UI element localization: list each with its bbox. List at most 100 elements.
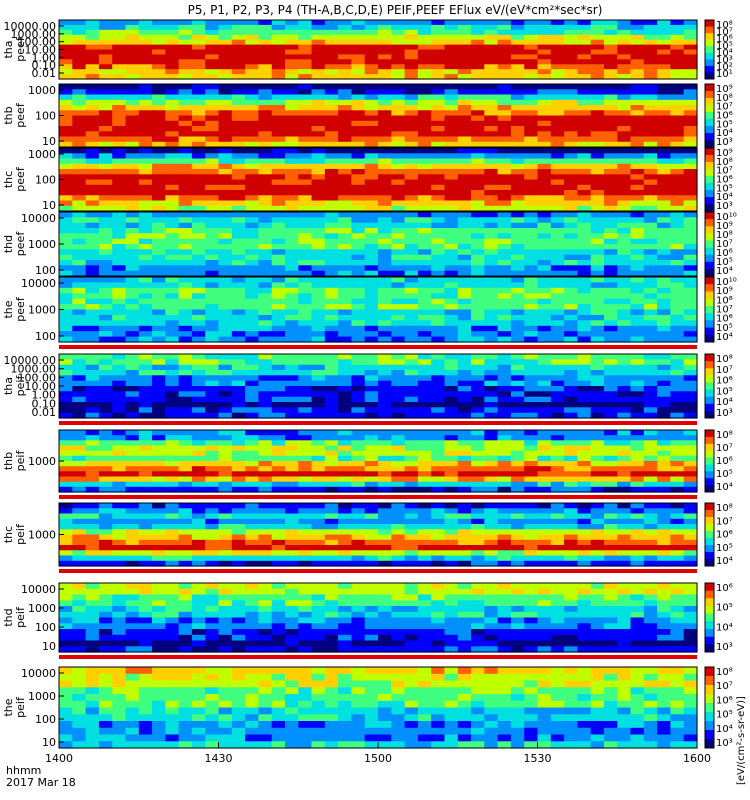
colorbar-tick-label: 10³ [716, 738, 733, 749]
y-tick-label: 10000 [21, 277, 56, 290]
colorbar-tick-label: 10⁴ [716, 266, 733, 277]
y-tick-label: 100 [35, 264, 56, 277]
y-tick-label: 1000 [28, 304, 56, 317]
y-tick-label: 100 [35, 621, 56, 634]
y-tick-label: 10.00 [25, 380, 57, 393]
colorbar-tick-label: 10⁶ [716, 376, 733, 387]
y-tick-label: 0.10 [32, 397, 57, 410]
panel-thc-peif: thc peif 1000 10⁸ 10⁷ 10⁶ 10⁵ 10⁴ [2, 502, 733, 573]
colorbar-tick-label: 10⁵ [716, 41, 733, 52]
colorbar-tick-label: 10⁸ [716, 667, 733, 678]
colorbar-unit-label: [eV/(cm²-s-sr-eV)] [736, 696, 747, 785]
spectrogram-cells [59, 148, 698, 212]
colorbar-tick-label: 10² [716, 62, 733, 73]
colorbar-tick-label: 10³ [716, 137, 733, 148]
colorbar-tick-label: 10⁴ [716, 332, 733, 343]
colorbar-tick-label: 10⁹ [716, 221, 733, 232]
spectrogram-cells [59, 354, 698, 419]
panel-frame [58, 582, 698, 653]
spectrogram-cells [59, 20, 698, 80]
y-tick-label: 10 [42, 199, 56, 212]
colorbar: 10⁶ 10⁵ 10⁴ 10³ [704, 582, 733, 653]
colorbar-tick-label: 10⁶ [716, 530, 733, 541]
x-tick-label: 1500 [364, 752, 392, 765]
y-tick-label: 1000.00 [11, 28, 57, 41]
y-tick-label: 1000 [28, 602, 56, 615]
colorbar-tick-label: 10⁶ [716, 314, 733, 325]
spectrogram-cells [59, 667, 698, 749]
colorbar-tick-label: 10⁶ [716, 695, 733, 706]
colorbar-tick-label: 10⁶ [716, 175, 733, 186]
panel-probe-label: the [2, 698, 15, 716]
panel-probe-label: thb [2, 452, 15, 470]
colorbar-tick-label: 10⁵ [716, 183, 733, 194]
y-tick-label: 100.00 [18, 36, 57, 49]
colorbar-tick-label: 10¹⁰ [716, 277, 737, 288]
panel-probe-label: tha [2, 377, 15, 395]
colorbar-tick-label: 10⁵ [716, 543, 733, 554]
y-tick-label: 1000 [28, 84, 56, 97]
colorbar-tick-label: 10⁶ [716, 583, 733, 594]
colorbar-tick-label: 10¹ [716, 69, 733, 80]
y-tick-label: 1000.00 [11, 363, 57, 376]
colorbar-tick-label: 10⁵ [716, 386, 733, 397]
colorbar-tick-label: 10⁹ [716, 148, 733, 159]
panel-product-label: peif [14, 375, 27, 397]
colorbar-tick-label: 10¹⁰ [716, 212, 737, 223]
colorbar-tick-label: 10⁷ [716, 166, 733, 177]
y-tick-label: 1.00 [32, 389, 57, 402]
colorbar-tick-label: 10⁴ [716, 192, 733, 203]
spectrogram-cells [59, 583, 698, 653]
colorbar-tick-label: 10⁷ [716, 239, 733, 250]
y-tick-label: 10000.00 [4, 20, 57, 33]
colorbar-tick-label: 10⁴ [716, 622, 733, 633]
panel-the-peif: the peif 10000 1000 100 10 10⁸ 10⁷ 10⁶ 10⁵ 10⁴ 10³ [2, 666, 733, 749]
colorbar-tick-label: 10⁸ [716, 93, 733, 104]
spectrogram-cells [59, 212, 698, 277]
panel-gap-strip [59, 495, 697, 499]
y-tick-label: 1000 [28, 455, 56, 468]
time-axis: 1400 1430 1500 1530 1600 [45, 742, 711, 765]
colorbar-tick-label: 10⁵ [716, 119, 733, 130]
spectrogram-cells [59, 503, 698, 567]
y-tick-label: 10 [42, 736, 56, 749]
colorbar-tick-label: 10⁵ [716, 710, 733, 721]
colorbar-tick-label: 10⁸ [716, 20, 733, 31]
colorbar-tick-label: 10³ [716, 201, 733, 212]
spectrogram-cells [59, 277, 698, 343]
panel-probe-label: thd [2, 608, 15, 626]
panel-product-label: peef [14, 296, 27, 322]
colorbar-tick-label: 10⁴ [716, 556, 733, 567]
panel-probe-label: tha [2, 40, 15, 58]
y-tick-label: 1000 [28, 690, 56, 703]
time-axis-label: hhmm [6, 764, 41, 777]
spectrogram-cells [59, 84, 698, 148]
colorbar-tick-label: 10⁷ [716, 305, 733, 316]
panel-gap-strip [59, 345, 697, 349]
panel-stack: tha peef10000.001000.00100.0010.001.000.1… [2, 19, 737, 749]
colorbar-tick-label: 10⁸ [716, 503, 733, 514]
colorbar-tick-label: 10⁴ [716, 724, 733, 735]
y-tick-label: 10 [42, 135, 56, 148]
colorbar-tick-label: 10⁸ [716, 157, 733, 168]
y-tick-label: 10000.00 [4, 354, 57, 367]
colorbar-tick-label: 10⁵ [716, 323, 733, 334]
panel-product-label: peef [14, 166, 27, 192]
x-tick-label: 1530 [524, 752, 552, 765]
panel-probe-label: thd [2, 235, 15, 253]
y-tick-label: 100 [35, 110, 56, 123]
colorbar-tick-label: 10⁶ [716, 34, 733, 45]
panel-product-label: peif [14, 523, 27, 545]
panel-probe-label: the [2, 300, 15, 318]
colorbar-tick-label: 10³ [716, 55, 733, 66]
panel-product-label: peef [14, 36, 27, 62]
y-tick-label: 1000 [28, 529, 56, 542]
panel-product-label: peif [14, 606, 27, 628]
y-tick-label: 0.01 [32, 406, 57, 419]
colorbar: 10⁸ 10⁷ 10⁶ 10⁵ 10⁴ [704, 502, 733, 567]
